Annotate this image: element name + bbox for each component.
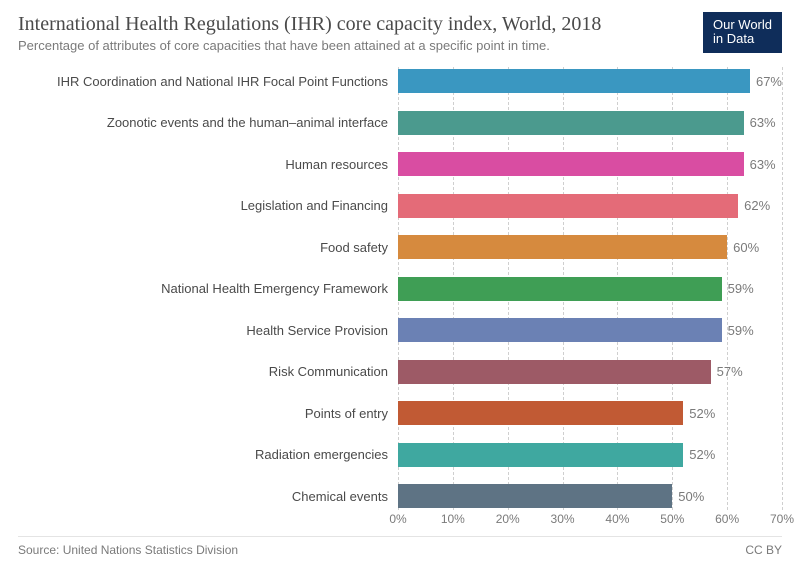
chart-rows: IHR Coordination and National IHR Focal … [18,67,782,510]
owid-logo[interactable]: Our World in Data [703,12,782,53]
bar-plot: 63% [398,109,782,137]
bar-plot: 59% [398,275,782,303]
chart-container: International Health Regulations (IHR) c… [0,0,800,565]
bar-plot: 52% [398,399,782,427]
bar-label: Risk Communication [18,364,398,379]
logo-line-1: Our World [713,18,772,32]
bar-value: 60% [733,240,759,255]
bar-plot: 52% [398,441,782,469]
bar-value: 59% [728,323,754,338]
axis-tick: 30% [551,512,575,526]
bar-value: 59% [728,281,754,296]
bar-row: Risk Communication 57% [18,358,782,386]
bar-row: National Health Emergency Framework 59% [18,275,782,303]
bar-value: 57% [717,364,743,379]
bar-value: 67% [756,74,782,89]
bar-value: 63% [750,115,776,130]
bar-label: National Health Emergency Framework [18,281,398,296]
axis-tick: 40% [605,512,629,526]
bar [398,277,722,301]
bar [398,401,683,425]
logo-line-2: in Data [713,32,772,46]
bar [398,194,738,218]
footer: Source: United Nations Statistics Divisi… [18,536,782,557]
chart-area: IHR Coordination and National IHR Focal … [18,67,782,530]
bar [398,152,744,176]
bar-row: Legislation and Financing 62% [18,192,782,220]
bar-plot: 67% [398,67,782,95]
bar-value: 50% [678,489,704,504]
header: International Health Regulations (IHR) c… [18,12,782,53]
chart-subtitle: Percentage of attributes of core capacit… [18,38,693,53]
bar [398,443,683,467]
bar [398,360,711,384]
bar-row: IHR Coordination and National IHR Focal … [18,67,782,95]
bar-label: Human resources [18,157,398,172]
bar-value: 63% [750,157,776,172]
bar [398,235,727,259]
bar-row: Health Service Provision 59% [18,316,782,344]
bar-row: Human resources 63% [18,150,782,178]
axis-tick: 60% [715,512,739,526]
source-text: Source: United Nations Statistics Divisi… [18,543,238,557]
bar-value: 62% [744,198,770,213]
bar-plot: 60% [398,233,782,261]
bar [398,111,744,135]
bar-plot: 62% [398,192,782,220]
grid-line [782,67,783,510]
bar [398,484,672,508]
axis-tick: 20% [496,512,520,526]
bar-value: 52% [689,406,715,421]
bar-row: Points of entry 52% [18,399,782,427]
title-block: International Health Regulations (IHR) c… [18,12,693,53]
axis-tick: 70% [770,512,794,526]
bar-row: Zoonotic events and the human–animal int… [18,109,782,137]
bar-label: Chemical events [18,489,398,504]
bar-plot: 50% [398,482,782,510]
axis-tick: 50% [660,512,684,526]
bar-plot: 57% [398,358,782,386]
bar-label: Food safety [18,240,398,255]
bar-row: Food safety 60% [18,233,782,261]
bar-label: Points of entry [18,406,398,421]
axis-tick: 10% [441,512,465,526]
x-axis: 0%10%20%30%40%50%60%70% [398,510,782,530]
chart-title: International Health Regulations (IHR) c… [18,12,693,36]
bar [398,318,722,342]
bar [398,69,750,93]
bar-label: Health Service Provision [18,323,398,338]
bar-label: Legislation and Financing [18,198,398,213]
bar-row: Chemical events 50% [18,482,782,510]
bar-value: 52% [689,447,715,462]
license-text: CC BY [745,543,782,557]
axis-tick: 0% [389,512,406,526]
bar-label: Radiation emergencies [18,447,398,462]
bar-plot: 63% [398,150,782,178]
bar-label: IHR Coordination and National IHR Focal … [18,74,398,89]
bar-plot: 59% [398,316,782,344]
bar-label: Zoonotic events and the human–animal int… [18,115,398,130]
bar-row: Radiation emergencies 52% [18,441,782,469]
